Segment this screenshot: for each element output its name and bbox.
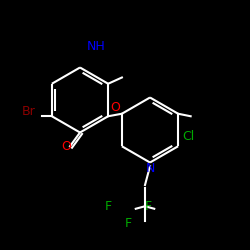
Text: NH: NH [87, 40, 106, 53]
Text: F: F [105, 200, 112, 213]
Text: Br: Br [22, 105, 36, 118]
Text: Cl: Cl [182, 130, 195, 143]
Text: O: O [110, 101, 120, 114]
Text: F: F [145, 200, 152, 213]
Text: N: N [145, 162, 155, 175]
Text: O: O [61, 140, 71, 153]
Text: F: F [125, 217, 132, 230]
